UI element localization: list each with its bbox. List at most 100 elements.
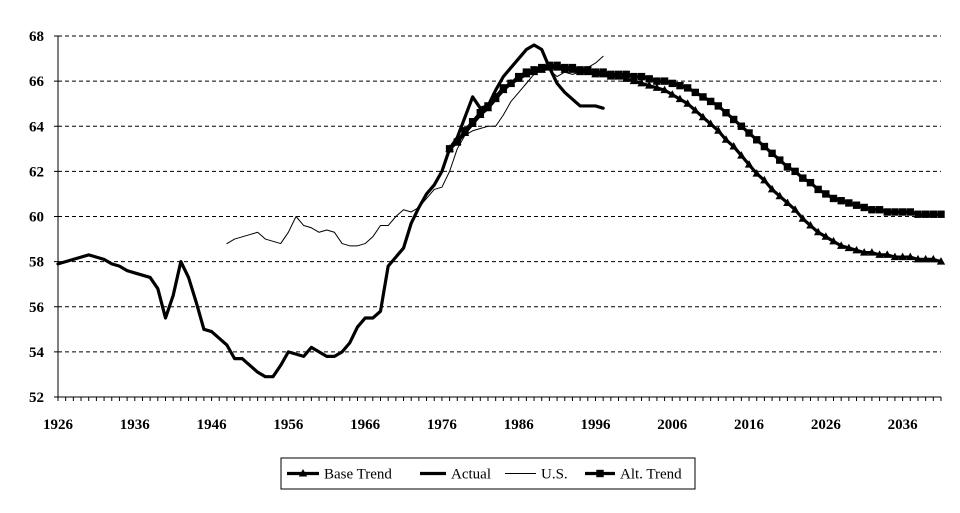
point-alt-trend bbox=[783, 163, 792, 171]
point-alt-trend bbox=[538, 63, 546, 72]
legend-label: Base Trend bbox=[324, 467, 392, 483]
point-alt-trend bbox=[568, 63, 577, 72]
y-tick-label: 60 bbox=[29, 210, 44, 226]
point-base-trend bbox=[821, 232, 831, 240]
x-tick-label: 1936 bbox=[120, 417, 151, 433]
point-alt-trend bbox=[768, 149, 776, 158]
legend: Base Trend Actual U.S. Alt. Trend bbox=[280, 457, 696, 490]
point-alt-trend bbox=[514, 72, 523, 81]
point-alt-trend bbox=[561, 63, 569, 72]
point-base-trend bbox=[737, 151, 746, 159]
point-alt-trend bbox=[891, 208, 899, 216]
point-base-trend bbox=[683, 99, 692, 107]
point-alt-trend bbox=[706, 97, 715, 106]
point-alt-trend bbox=[591, 68, 600, 76]
point-alt-trend bbox=[776, 156, 784, 164]
x-tick-label: 2026 bbox=[811, 417, 842, 433]
point-base-trend bbox=[783, 198, 792, 206]
point-alt-trend bbox=[668, 79, 676, 88]
point-base-trend bbox=[929, 254, 938, 263]
point-base-trend bbox=[890, 252, 900, 261]
x-tick-label: 2006 bbox=[657, 417, 688, 433]
point-alt-trend bbox=[453, 138, 461, 146]
x-tick-label: 2036 bbox=[888, 417, 919, 433]
x-tick-label: 1976 bbox=[427, 417, 458, 433]
point-base-trend bbox=[867, 248, 877, 256]
point-alt-trend bbox=[929, 210, 938, 218]
point-alt-trend bbox=[822, 190, 830, 198]
point-base-trend bbox=[714, 126, 723, 134]
point-alt-trend bbox=[691, 88, 699, 97]
y-tick-label: 56 bbox=[29, 300, 45, 316]
point-alt-trend bbox=[499, 84, 508, 92]
point-base-trend bbox=[721, 135, 731, 143]
y-tick-label: 68 bbox=[29, 29, 44, 45]
point-alt-trend bbox=[522, 68, 531, 76]
point-base-trend bbox=[806, 221, 815, 229]
point-base-trend bbox=[767, 184, 777, 193]
series-alt-trend bbox=[445, 61, 945, 218]
point-alt-trend bbox=[729, 115, 738, 124]
y-tick-label: 66 bbox=[29, 74, 45, 90]
point-alt-trend bbox=[937, 210, 945, 218]
point-alt-trend bbox=[491, 93, 500, 101]
x-tick-label: 1956 bbox=[273, 417, 304, 433]
x-tick-label: 1926 bbox=[43, 417, 74, 433]
point-alt-trend bbox=[860, 203, 868, 212]
point-alt-trend bbox=[645, 75, 653, 83]
point-base-trend bbox=[883, 250, 892, 258]
x-tick-labels: 1926 1936 1946 1956 1966 1976 1986 1996 2006 2016… bbox=[43, 417, 918, 433]
point-alt-trend bbox=[507, 79, 515, 88]
point-alt-trend bbox=[745, 129, 753, 137]
point-base-trend bbox=[752, 169, 761, 177]
point-alt-trend bbox=[660, 77, 669, 85]
point-base-trend bbox=[852, 245, 861, 254]
y-tick-label: 54 bbox=[29, 345, 45, 361]
point-alt-trend bbox=[630, 72, 638, 81]
point-base-trend bbox=[629, 76, 639, 85]
point-alt-trend bbox=[753, 136, 761, 144]
point-alt-trend bbox=[921, 210, 930, 218]
y-tick-label: 52 bbox=[29, 390, 44, 406]
point-alt-trend bbox=[791, 167, 799, 176]
point-base-trend bbox=[790, 205, 800, 213]
x-tick-label: 1946 bbox=[197, 417, 228, 433]
line-base-trend bbox=[447, 65, 943, 264]
y-tick-label: 64 bbox=[29, 119, 45, 135]
point-alt-trend bbox=[845, 199, 853, 207]
legend-label: Actual bbox=[451, 467, 491, 483]
point-alt-trend bbox=[599, 68, 607, 76]
point-alt-trend bbox=[653, 77, 661, 85]
point-base-trend bbox=[744, 160, 754, 168]
point-alt-trend bbox=[760, 142, 769, 151]
point-base-trend bbox=[898, 252, 907, 261]
legend-item-actual: Actual bbox=[420, 467, 491, 483]
point-base-trend bbox=[668, 90, 677, 98]
point-alt-trend bbox=[875, 206, 884, 214]
point-base-trend bbox=[660, 85, 669, 94]
point-base-trend bbox=[921, 254, 930, 263]
point-alt-trend bbox=[607, 70, 615, 79]
x-tick-label: 1996 bbox=[580, 417, 611, 433]
point-base-trend bbox=[813, 227, 823, 236]
point-base-trend bbox=[775, 191, 784, 200]
point-alt-trend bbox=[683, 84, 692, 92]
x-tick-label: 1966 bbox=[350, 417, 381, 433]
legend-item-base-trend: Base Trend bbox=[287, 467, 392, 483]
point-base-trend bbox=[829, 236, 838, 245]
axes bbox=[54, 35, 942, 401]
point-base-trend bbox=[691, 105, 700, 114]
point-alt-trend bbox=[461, 127, 469, 135]
point-alt-trend bbox=[530, 66, 538, 74]
point-base-trend bbox=[836, 241, 846, 249]
line-actual bbox=[56, 43, 605, 379]
gridlines bbox=[58, 35, 941, 353]
point-alt-trend bbox=[837, 197, 845, 205]
point-base-trend bbox=[906, 252, 915, 261]
point-alt-trend bbox=[676, 81, 684, 90]
legend-marker bbox=[596, 469, 604, 478]
legend-item-u-s: U.S. bbox=[505, 467, 568, 483]
point-base-trend bbox=[652, 83, 662, 91]
